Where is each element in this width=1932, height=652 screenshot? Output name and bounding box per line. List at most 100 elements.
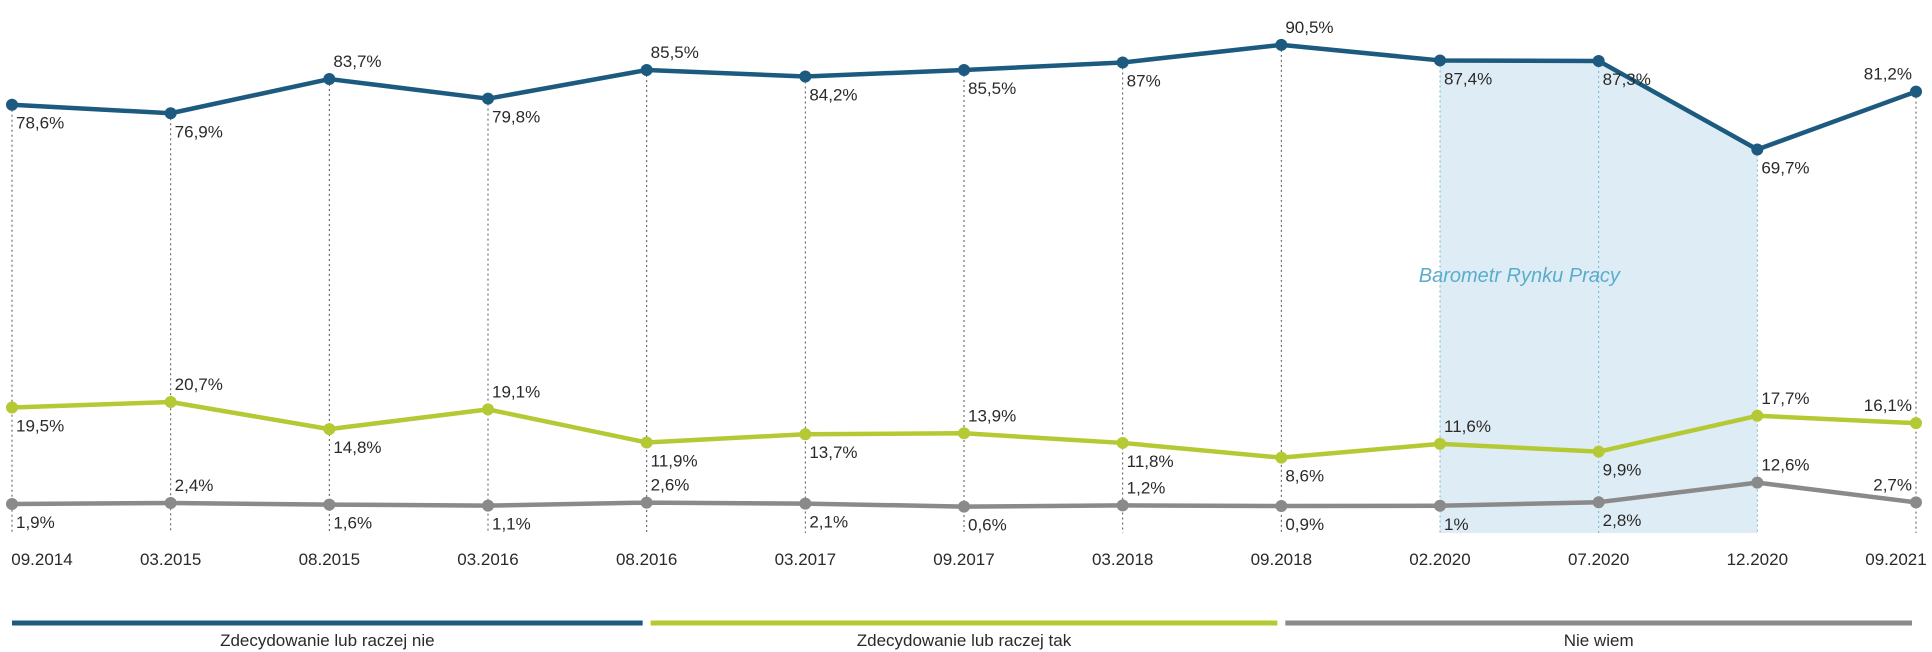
data-label-s0-03.2018: 87% xyxy=(1127,71,1161,90)
data-point-s0-08.2015 xyxy=(323,73,336,86)
data-point-s2-07.2020 xyxy=(1592,496,1605,509)
highlight-region-group: Barometr Rynku Pracy xyxy=(1419,60,1758,534)
data-point-s1-09.2021 xyxy=(1910,417,1922,430)
data-label-s2-02.2020: 1% xyxy=(1444,515,1469,534)
data-label-s0-08.2015: 83,7% xyxy=(333,52,381,71)
data-point-s0-09.2021 xyxy=(1910,85,1922,98)
data-point-s1-12.2020 xyxy=(1751,409,1764,422)
data-point-s2-02.2020 xyxy=(1434,499,1446,512)
data-point-s2-03.2017 xyxy=(799,497,812,510)
data-point-s0-03.2016 xyxy=(482,92,494,105)
data-label-s1-03.2015: 20,7% xyxy=(175,375,223,394)
data-label-s0-03.2017: 84,2% xyxy=(809,86,857,105)
data-label-s1-03.2016: 19,1% xyxy=(492,382,540,401)
series-group xyxy=(6,38,1922,513)
data-label-s0-07.2020: 87,3% xyxy=(1603,70,1651,89)
x-tick-03.2017: 03.2017 xyxy=(775,550,836,569)
x-tick-09.2017: 09.2017 xyxy=(933,550,994,569)
data-point-s2-08.2016 xyxy=(640,496,653,509)
data-point-s1-03.2017 xyxy=(799,428,812,441)
data-point-s2-12.2020 xyxy=(1751,476,1764,489)
data-label-s1-03.2018: 11,8% xyxy=(1127,452,1174,471)
data-point-s0-03.2017 xyxy=(799,70,812,83)
data-point-s0-03.2018 xyxy=(1116,56,1129,69)
legend-label-1: Zdecydowanie lub raczej tak xyxy=(857,631,1072,650)
data-label-s2-03.2016: 1,1% xyxy=(492,515,531,534)
data-label-s1-09.2014: 19,5% xyxy=(16,417,64,436)
data-label-s1-08.2016: 11,9% xyxy=(651,451,698,470)
data-point-s2-09.2017 xyxy=(958,500,970,513)
data-point-s1-03.2015 xyxy=(164,396,177,408)
data-point-s1-08.2015 xyxy=(323,423,336,436)
x-tick-09.2018: 09.2018 xyxy=(1251,550,1312,569)
data-point-s2-03.2018 xyxy=(1116,499,1129,512)
data-point-s1-07.2020 xyxy=(1592,445,1605,458)
data-label-s0-09.2014: 78,6% xyxy=(16,114,64,133)
data-label-s0-09.2017: 85,5% xyxy=(968,79,1016,98)
data-point-s0-03.2015 xyxy=(164,107,177,120)
data-label-s0-02.2020: 87,4% xyxy=(1444,69,1492,88)
x-tick-09.2021: 09.2021 xyxy=(1865,550,1926,569)
data-point-s1-03.2016 xyxy=(482,403,494,416)
data-point-s1-03.2018 xyxy=(1116,436,1129,449)
data-label-s2-03.2017: 2,1% xyxy=(809,513,848,532)
data-label-s1-02.2020: 11,6% xyxy=(1444,417,1491,436)
x-tick-03.2018: 03.2018 xyxy=(1092,550,1153,569)
data-label-s2-08.2015: 1,6% xyxy=(333,514,372,533)
data-label-s0-09.2018: 90,5% xyxy=(1285,18,1333,37)
x-tick-03.2015: 03.2015 xyxy=(140,550,201,569)
x-tick-03.2016: 03.2016 xyxy=(457,550,518,569)
data-point-s1-02.2020 xyxy=(1434,437,1446,450)
x-tick-08.2016: 08.2016 xyxy=(616,550,677,569)
data-point-s0-07.2020 xyxy=(1592,54,1605,67)
data-label-s1-12.2020: 17,7% xyxy=(1761,389,1809,408)
x-tick-labels-group: 09.2014 03.2015 08.2015 03.2016 08.2016 03.20… xyxy=(11,550,1926,569)
legend-label-0: Zdecydowanie lub raczej nie xyxy=(220,631,435,650)
data-label-s1-09.2021: 16,1% xyxy=(1864,396,1912,415)
data-label-s2-09.2018: 0,9% xyxy=(1285,515,1324,534)
data-label-s2-09.2014: 1,9% xyxy=(16,513,55,532)
legend: Zdecydowanie lub raczej nie Zdecydowanie … xyxy=(12,620,1912,650)
x-tick-09.2014: 09.2014 xyxy=(11,550,72,569)
data-point-s0-02.2020 xyxy=(1434,54,1446,67)
data-label-s0-08.2016: 85,5% xyxy=(651,43,699,62)
data-label-s0-09.2021: 81,2% xyxy=(1864,65,1912,84)
data-point-s2-03.2016 xyxy=(482,499,494,512)
data-point-s2-09.2014 xyxy=(6,498,18,510)
data-point-s1-08.2016 xyxy=(640,436,653,449)
data-point-s0-12.2020 xyxy=(1751,143,1764,156)
data-label-s1-03.2017: 13,7% xyxy=(809,443,857,462)
data-label-s2-03.2018: 1,2% xyxy=(1127,478,1166,497)
x-tick-02.2020: 02.2020 xyxy=(1409,550,1470,569)
data-label-s2-08.2016: 2,6% xyxy=(651,476,690,495)
data-point-s1-09.2014 xyxy=(6,401,18,414)
data-point-s1-09.2018 xyxy=(1275,451,1288,464)
data-label-s2-09.2017: 0,6% xyxy=(968,516,1007,535)
data-label-s2-07.2020: 2,8% xyxy=(1603,511,1642,530)
data-point-s1-09.2017 xyxy=(958,427,970,440)
data-point-s2-03.2015 xyxy=(164,497,177,509)
data-labels-group: 78,6% 76,9% 83,7% 79,8% 85,5% 84,2% 85,5% 87% 90… xyxy=(16,18,1912,535)
data-point-s2-09.2021 xyxy=(1910,496,1922,509)
guide-lines-group xyxy=(11,44,1917,533)
data-label-s1-09.2018: 8,6% xyxy=(1285,467,1324,486)
data-point-s0-09.2018 xyxy=(1275,38,1288,51)
data-label-s1-08.2015: 14,8% xyxy=(333,438,381,457)
data-point-s2-08.2015 xyxy=(323,498,336,511)
x-tick-12.2020: 12.2020 xyxy=(1727,550,1788,569)
data-label-s2-12.2020: 12,6% xyxy=(1761,456,1809,475)
x-tick-08.2015: 08.2015 xyxy=(299,550,360,569)
data-label-s0-03.2015: 76,9% xyxy=(175,122,223,141)
data-point-s0-09.2017 xyxy=(958,64,970,76)
data-label-s0-12.2020: 69,7% xyxy=(1761,158,1809,177)
data-label-s2-03.2015: 2,4% xyxy=(175,476,214,495)
x-tick-07.2020: 07.2020 xyxy=(1568,550,1629,569)
highlight-label: Barometr Rynku Pracy xyxy=(1419,265,1621,287)
data-label-s1-07.2020: 9,9% xyxy=(1603,461,1642,480)
legend-label-2: Nie wiem xyxy=(1564,631,1634,650)
data-point-s0-09.2014 xyxy=(6,98,18,111)
data-label-s0-03.2016: 79,8% xyxy=(492,108,540,127)
data-label-s2-09.2021: 2,7% xyxy=(1873,475,1912,494)
data-label-s1-09.2017: 13,9% xyxy=(968,406,1016,425)
